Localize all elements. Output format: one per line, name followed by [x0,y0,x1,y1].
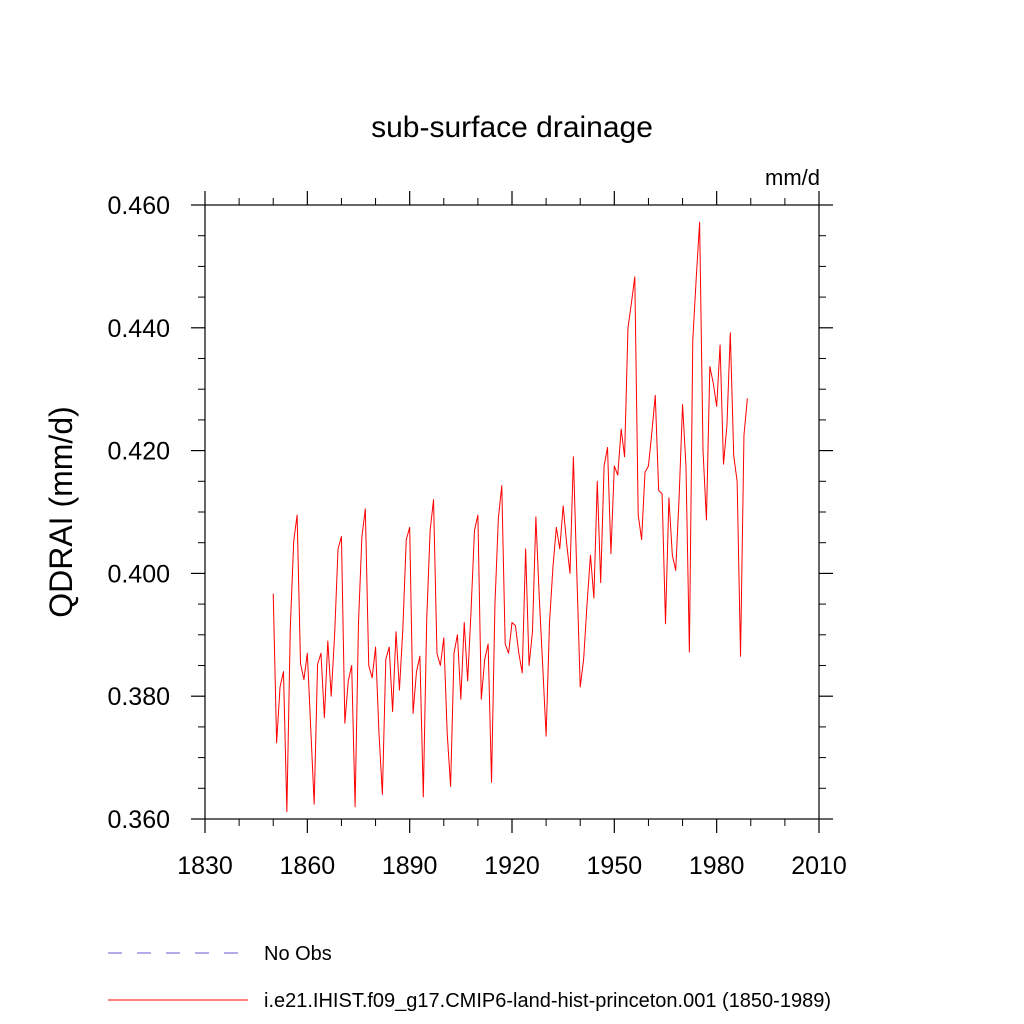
y-tick-label: 0.400 [107,560,170,588]
series-line-1 [272,221,748,813]
chart-title: sub-surface drainage [371,111,653,144]
x-tick-label: 1860 [280,852,336,880]
units-label: mm/d [765,165,820,190]
legend-label-no-obs: No Obs [264,943,332,965]
series-layer [272,221,748,813]
y-tick-labels: 0.360 0.380 0.400 0.420 0.440 0.460 [107,192,170,834]
plot-area [191,191,833,833]
x-tick-label: 1950 [587,852,643,880]
x-tick-label: 1830 [177,852,233,880]
legend-label-model-run: i.e21.IHIST.f09_g17.CMIP6-land-hist-prin… [264,990,831,1012]
x-tick-label: 1980 [689,852,745,880]
x-tick-label: 2010 [791,852,847,880]
y-tick-label: 0.460 [107,192,170,220]
x-tick-label: 1920 [484,852,540,880]
plot-frame [204,204,820,820]
y-tick-label: 0.360 [107,806,170,834]
major-ticks [191,191,833,833]
y-tick-label: 0.440 [107,315,170,343]
x-tick-labels: 1830 1860 1890 1920 1950 1980 2010 [177,852,847,880]
legend: No Obs i.e21.IHIST.f09_g17.CMIP6-land-hi… [108,943,831,1012]
y-tick-label: 0.380 [107,683,170,711]
x-tick-label: 1890 [382,852,438,880]
y-tick-label: 0.420 [107,438,170,466]
minor-ticks [198,198,826,826]
y-axis-label: QDRAI (mm/d) [43,406,79,618]
